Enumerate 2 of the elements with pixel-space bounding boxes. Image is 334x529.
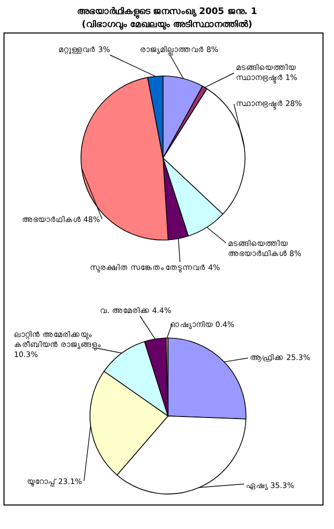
chart-subtitle: (വിഭാഗവും മേഖലയും അടിസ്ഥാനത്തിൽ) — [82, 18, 252, 31]
chart-title: അഭയാർഥികളുടെ ജനസംഖ്യ 2005 ജനു. 1 — [76, 5, 258, 20]
